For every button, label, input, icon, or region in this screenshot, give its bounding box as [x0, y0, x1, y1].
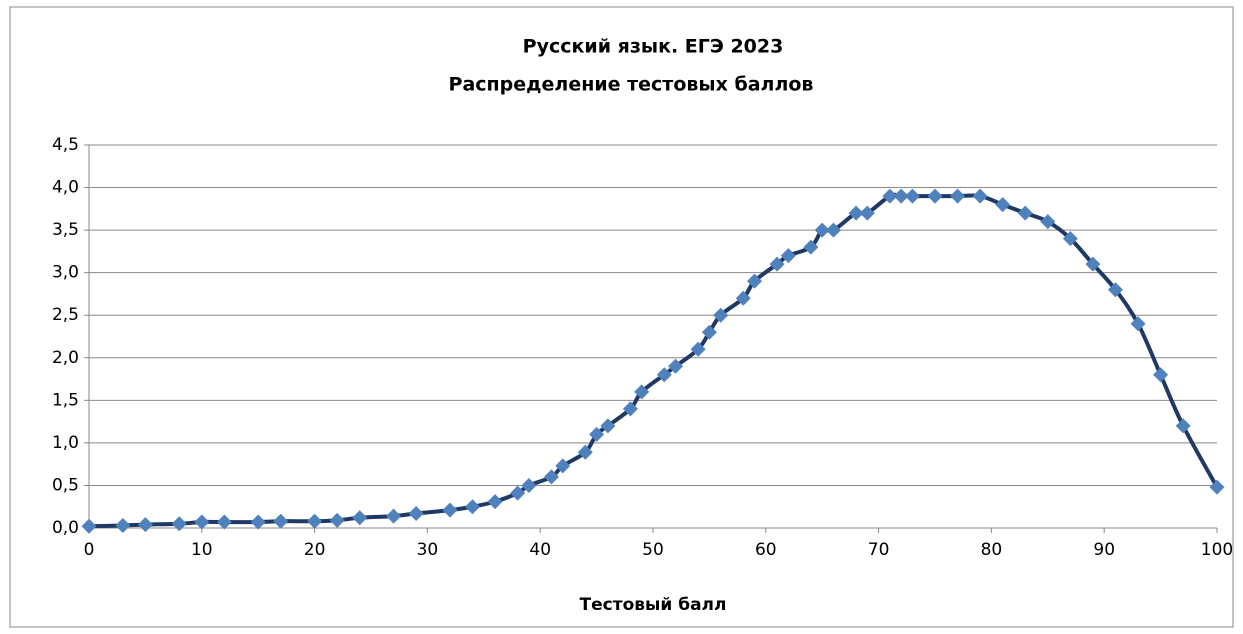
- y-tick-label: 2,0: [52, 348, 79, 368]
- data-point: [307, 513, 323, 529]
- data-point: [1085, 256, 1101, 272]
- data-point: [904, 188, 920, 204]
- data-point: [1062, 231, 1078, 247]
- y-tick-label: 2,5: [52, 305, 79, 325]
- data-point: [600, 418, 616, 434]
- data-point: [927, 188, 943, 204]
- y-tick-label: 3,5: [52, 220, 79, 240]
- x-axis-label: Тестовый балл: [580, 595, 727, 615]
- data-point: [735, 290, 751, 306]
- x-tick-label: 10: [191, 540, 213, 560]
- data-point: [893, 188, 909, 204]
- y-tick-label: 0,0: [52, 518, 79, 538]
- data-point: [769, 256, 785, 272]
- x-tick-label: 80: [981, 540, 1003, 560]
- y-tick-label: 4,0: [52, 178, 79, 198]
- data-point: [555, 458, 571, 474]
- data-point: [386, 508, 402, 524]
- data-point: [859, 205, 875, 221]
- data-point: [634, 384, 650, 400]
- data-point: [1175, 418, 1191, 434]
- data-point: [577, 444, 593, 460]
- y-tick-label: 0,5: [52, 475, 79, 495]
- data-point: [352, 510, 368, 526]
- data-point: [171, 516, 187, 532]
- data-point: [273, 513, 289, 529]
- y-tick-label: 4,5: [52, 135, 79, 155]
- data-point: [690, 341, 706, 357]
- data-point: [589, 426, 605, 442]
- y-tick-label: 1,0: [52, 433, 79, 453]
- data-point: [137, 517, 153, 533]
- data-point: [668, 358, 684, 374]
- data-point: [950, 188, 966, 204]
- x-tick-label: 40: [529, 540, 551, 560]
- x-tick-label: 30: [417, 540, 439, 560]
- data-point: [1107, 282, 1123, 298]
- chart-title: Русский язык. ЕГЭ 2023: [523, 36, 784, 58]
- data-point: [882, 188, 898, 204]
- x-tick-label: 0: [84, 540, 95, 560]
- data-point: [81, 518, 97, 534]
- data-point: [1209, 479, 1225, 495]
- data-point: [194, 514, 210, 530]
- x-tick-label: 50: [642, 540, 664, 560]
- data-point: [521, 477, 537, 493]
- data-point: [803, 239, 819, 255]
- chart-subtitle: Распределение тестовых баллов: [449, 74, 814, 96]
- data-point: [465, 499, 481, 515]
- chart-border: [9, 6, 1234, 628]
- x-tick-label: 20: [304, 540, 326, 560]
- data-point: [442, 502, 458, 518]
- x-tick-label: 70: [868, 540, 890, 560]
- data-point: [848, 205, 864, 221]
- x-tick-label: 90: [1093, 540, 1115, 560]
- data-point: [814, 222, 830, 238]
- y-tick-label: 1,5: [52, 390, 79, 410]
- data-point: [543, 469, 559, 485]
- data-point: [250, 514, 266, 530]
- data-point: [1017, 205, 1033, 221]
- data-point: [1130, 316, 1146, 332]
- data-point: [825, 222, 841, 238]
- data-point: [1153, 367, 1169, 383]
- data-point: [972, 188, 988, 204]
- data-point: [622, 401, 638, 417]
- data-point: [216, 514, 232, 530]
- data-point: [408, 506, 424, 522]
- data-point: [329, 512, 345, 528]
- data-point: [780, 248, 796, 264]
- data-point: [747, 273, 763, 289]
- y-tick-label: 3,0: [52, 263, 79, 283]
- x-tick-label: 60: [755, 540, 777, 560]
- data-point: [1040, 214, 1056, 230]
- x-tick-label: 100: [1201, 540, 1233, 560]
- data-point: [115, 517, 131, 533]
- data-point: [713, 307, 729, 323]
- data-point: [701, 324, 717, 340]
- data-point: [656, 367, 672, 383]
- data-point: [510, 485, 526, 501]
- data-point: [995, 197, 1011, 213]
- data-point: [487, 494, 503, 510]
